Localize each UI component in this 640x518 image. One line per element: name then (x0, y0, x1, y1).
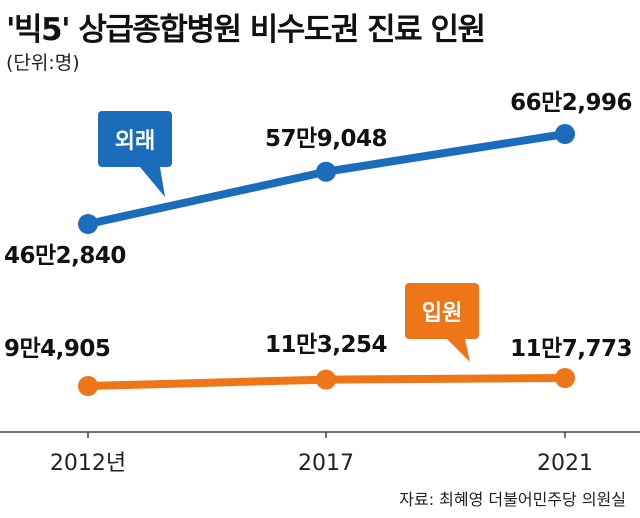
legend-pointer (140, 167, 165, 197)
x-tick-label: 2017 (298, 451, 354, 476)
data-label: 11만3,254 (265, 332, 387, 358)
legend-label: 외래 (115, 129, 155, 154)
unit-label: (단위:명) (6, 52, 80, 74)
legend-label: 입원 (422, 301, 462, 326)
legend-tag-외래 (98, 111, 172, 167)
x-tick-label: 2021 (537, 451, 593, 476)
chart-title: '빅5' 상급종합병원 비수도권 진료 인원 (6, 12, 486, 48)
legend-pointer (447, 339, 470, 362)
data-label: 9만4,905 (4, 336, 110, 362)
data-label: 66만2,996 (510, 90, 632, 116)
data-point (555, 124, 575, 144)
data-label: 46만2,840 (4, 243, 126, 269)
data-label: 11만7,773 (510, 336, 632, 362)
data-point (78, 214, 98, 234)
data-label: 57만9,048 (265, 126, 387, 152)
data-point (316, 369, 336, 390)
data-point (555, 368, 575, 388)
legend-tag-입원 (405, 283, 479, 339)
data-point (78, 376, 98, 396)
source-note: 자료: 최혜영 더불어민주당 의원실 (399, 490, 626, 509)
x-tick-label: 2012년 (50, 451, 126, 476)
data-point (316, 161, 336, 182)
